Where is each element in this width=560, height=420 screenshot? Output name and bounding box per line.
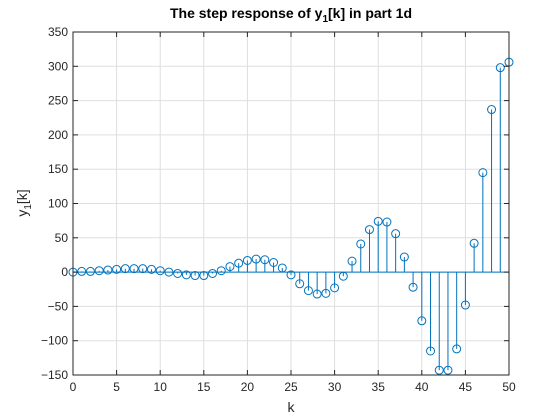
stem-marker <box>408 282 418 292</box>
stem-marker <box>242 255 252 265</box>
x-tick-label: 35 <box>372 380 386 394</box>
y-tick-label: −100 <box>41 334 68 348</box>
stem-marker <box>269 257 279 267</box>
stem-marker <box>330 283 340 293</box>
stem-marker <box>469 238 479 248</box>
x-tick-label: 20 <box>241 380 255 394</box>
x-tick-label: 25 <box>284 380 298 394</box>
stem-marker <box>138 264 148 274</box>
stem-marker <box>181 270 191 280</box>
x-tick-label: 10 <box>154 380 168 394</box>
stem-marker <box>85 266 95 276</box>
y-tick-label: 0 <box>61 265 68 279</box>
stem-marker <box>356 239 366 249</box>
stem-marker <box>251 254 261 264</box>
stem-marker <box>312 289 322 299</box>
y-tick-label: 100 <box>48 197 68 211</box>
stem-marker <box>286 270 296 280</box>
stem-marker <box>216 266 226 276</box>
x-tick-label: 50 <box>502 380 516 394</box>
stem-marker <box>295 279 305 289</box>
axis-ticks: 0 5 10 15 20 25 30 35 40 45 50 −150 −100 −50 0 50 100 150… <box>41 25 516 394</box>
y-tick-label: −150 <box>41 368 68 382</box>
stem-marker <box>103 265 113 275</box>
stem-marker <box>199 271 209 281</box>
stem-marker <box>460 300 470 310</box>
stem-marker <box>399 252 409 262</box>
x-tick-label: 15 <box>197 380 211 394</box>
stem-marker <box>391 229 401 239</box>
x-axis-label: k <box>288 399 296 415</box>
stem-marker <box>146 264 156 274</box>
y-tick-label: 200 <box>48 128 68 142</box>
y-tick-label: 150 <box>48 162 68 176</box>
stem-marker <box>373 216 383 226</box>
stem-marker <box>173 268 183 278</box>
stem-marker <box>364 225 374 235</box>
stem-marker <box>155 266 165 276</box>
stem-marker <box>208 268 218 278</box>
stem-marker <box>77 266 87 276</box>
stem-marker <box>112 264 122 274</box>
stem-marker <box>129 264 139 274</box>
x-tick-label: 40 <box>415 380 429 394</box>
stem-marker <box>452 344 462 354</box>
stem-marker <box>417 316 427 326</box>
y-tick-label: 250 <box>48 94 68 108</box>
stem-marker <box>225 262 235 272</box>
x-tick-label: 30 <box>328 380 342 394</box>
x-tick-label: 45 <box>459 380 473 394</box>
y-tick-label: −50 <box>48 299 69 313</box>
stem-marker <box>120 264 130 274</box>
y-tick-label: 350 <box>48 25 68 39</box>
x-tick-label: 5 <box>113 380 120 394</box>
stem-marker <box>426 346 436 356</box>
stem-marker <box>190 271 200 281</box>
stem-marker <box>347 256 357 266</box>
stem-marker <box>321 288 331 298</box>
y-tick-label: 300 <box>48 59 68 73</box>
stem-marker <box>487 105 497 115</box>
stem-marker <box>94 266 104 276</box>
stem-marker <box>478 168 488 178</box>
chart-title: The step response of y1[k] in part 1d <box>170 5 412 25</box>
y-tick-label: 50 <box>55 231 69 245</box>
stem-marker <box>434 365 444 375</box>
stem-marker <box>234 258 244 268</box>
stem-marker <box>303 286 313 296</box>
stem-marker <box>260 255 270 265</box>
stem-marker <box>443 365 453 375</box>
y-axis-label: y1[k] <box>14 189 34 216</box>
stem-marker <box>382 217 392 227</box>
stem-marker <box>495 63 505 73</box>
x-tick-label: 0 <box>70 380 77 394</box>
